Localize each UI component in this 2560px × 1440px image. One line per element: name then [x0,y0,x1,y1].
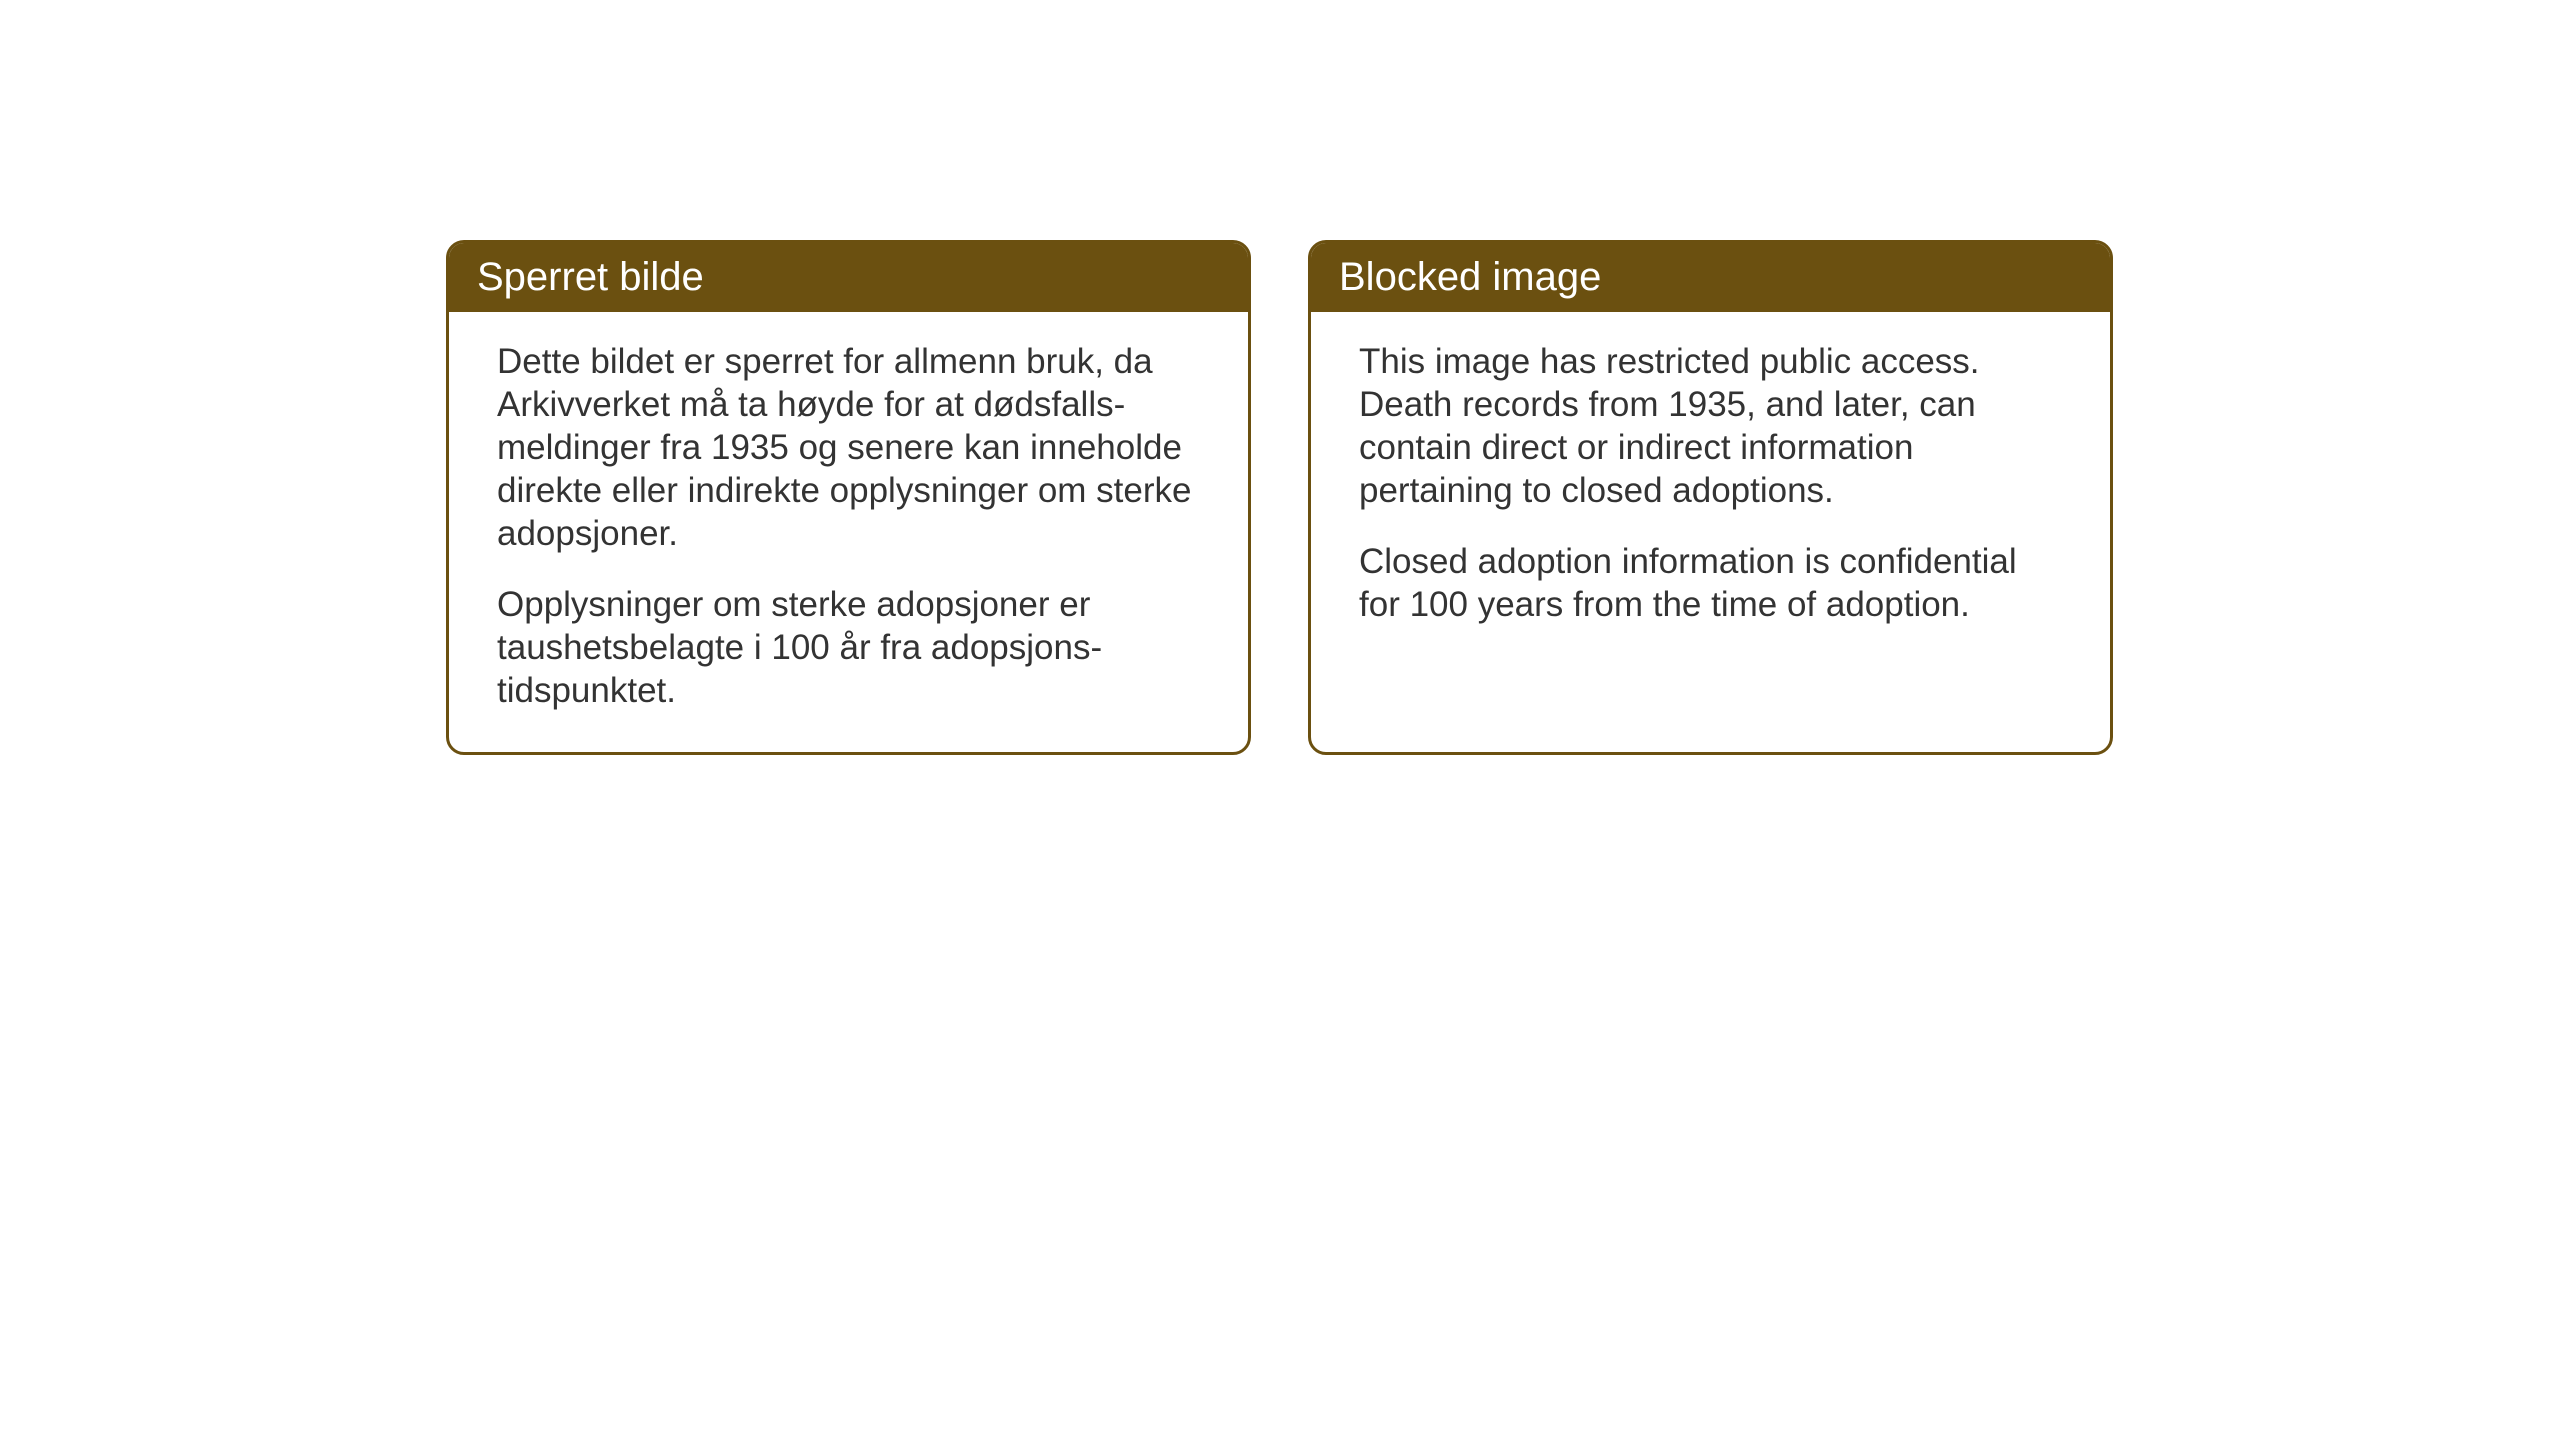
card-header-norwegian: Sperret bilde [449,243,1248,312]
card-body-norwegian: Dette bildet er sperret for allmenn bruk… [449,312,1248,752]
card-paragraph2-norwegian: Opplysninger om sterke adopsjoner er tau… [497,583,1200,712]
card-header-english: Blocked image [1311,243,2110,312]
card-body-english: This image has restricted public access.… [1311,312,2110,666]
cards-container: Sperret bilde Dette bildet er sperret fo… [446,240,2113,755]
card-norwegian: Sperret bilde Dette bildet er sperret fo… [446,240,1251,755]
card-paragraph1-english: This image has restricted public access.… [1359,340,2062,512]
card-title-norwegian: Sperret bilde [477,255,704,299]
card-paragraph1-norwegian: Dette bildet er sperret for allmenn bruk… [497,340,1200,555]
card-title-english: Blocked image [1339,255,1601,299]
card-paragraph2-english: Closed adoption information is confident… [1359,540,2062,626]
card-english: Blocked image This image has restricted … [1308,240,2113,755]
